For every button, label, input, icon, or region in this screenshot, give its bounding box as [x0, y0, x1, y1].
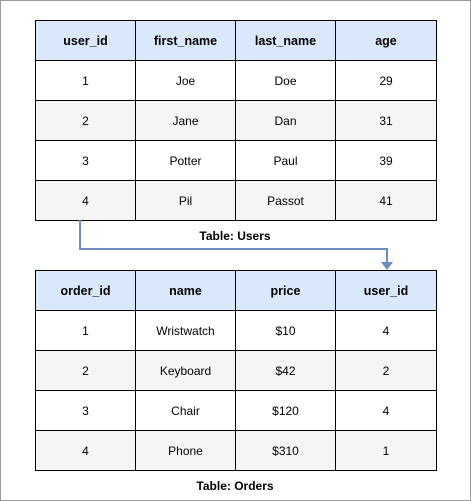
table-row: 4 Phone $310 1 — [36, 431, 437, 471]
column-header-user-id: user_id — [336, 271, 437, 311]
table-cell: 4 — [336, 391, 437, 431]
table-row: 2 Keyboard $42 2 — [36, 351, 437, 391]
table-cell: Chair — [136, 391, 236, 431]
arrowhead-icon — [381, 262, 393, 270]
table-cell: 4 — [36, 431, 136, 471]
table-cell: Phone — [136, 431, 236, 471]
table-cell: 2 — [336, 351, 437, 391]
table-cell: $10 — [236, 311, 336, 351]
table-row: 3 Chair $120 4 — [36, 391, 437, 431]
table-cell: $310 — [236, 431, 336, 471]
connector-line — [80, 220, 387, 264]
table-cell: 4 — [336, 311, 437, 351]
table-cell: 3 — [36, 391, 136, 431]
column-header-order-id: order_id — [36, 271, 136, 311]
table-cell: $120 — [236, 391, 336, 431]
table-cell: 1 — [36, 311, 136, 351]
table-cell: 2 — [36, 351, 136, 391]
table-cell: $42 — [236, 351, 336, 391]
column-header-name: name — [136, 271, 236, 311]
table-cell: 1 — [336, 431, 437, 471]
table-row: 1 Wristwatch $10 4 — [36, 311, 437, 351]
table-cell: Wristwatch — [136, 311, 236, 351]
orders-table-caption: Table: Orders — [135, 479, 335, 493]
table-header-row: order_id name price user_id — [36, 271, 437, 311]
column-header-price: price — [236, 271, 336, 311]
orders-table: order_id name price user_id 1 Wristwatch… — [35, 270, 437, 471]
table-cell: Keyboard — [136, 351, 236, 391]
